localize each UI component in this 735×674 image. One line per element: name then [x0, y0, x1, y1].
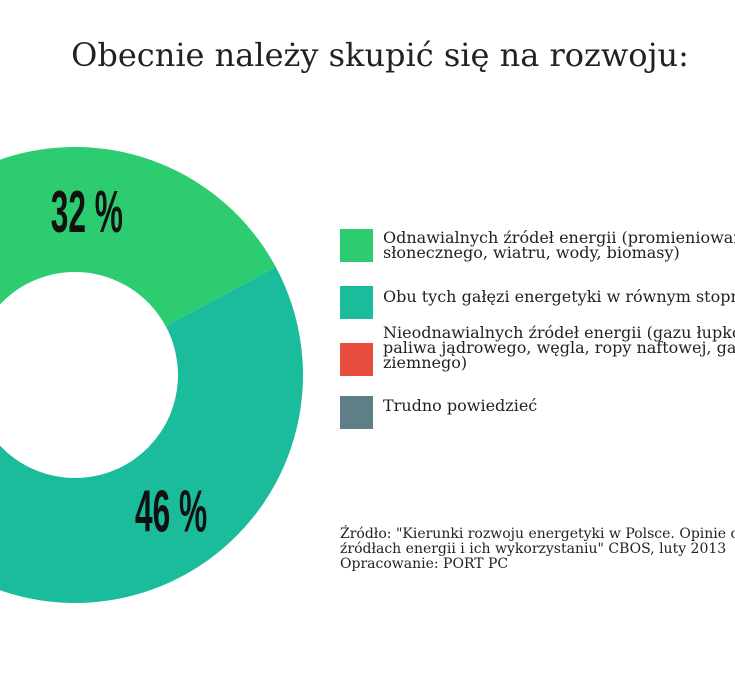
legend-swatch [340, 286, 373, 319]
donut-slice [0, 147, 276, 327]
legend-swatch [340, 343, 373, 376]
legend-label: Obu tych gałęzi energetyki w równym stop… [383, 287, 735, 306]
legend-swatch [340, 396, 373, 429]
legend-label: Odnawialnych źródeł energii (promieniowa… [383, 228, 735, 262]
legend-swatch [340, 229, 373, 262]
donut-slice [0, 266, 303, 603]
value-label: 46 % [135, 479, 207, 545]
chart-title: Obecnie należy skupić się na rozwoju: [71, 36, 689, 74]
source-note: Źródło: "Kierunki rozwoju energetyki w P… [340, 524, 735, 572]
legend-label: Nieodnawialnych źródeł energii (gazu łup… [383, 323, 735, 372]
value-label: 32 % [51, 180, 123, 246]
legend-label: Trudno powiedzieć [383, 396, 537, 415]
